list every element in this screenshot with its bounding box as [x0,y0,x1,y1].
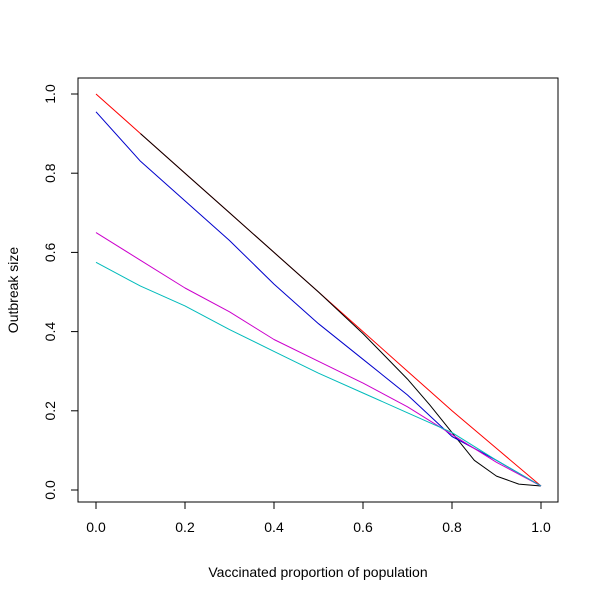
y-tick-label: 0.6 [42,242,58,262]
y-tick-label: 1.0 [42,84,58,104]
series-line [95,111,542,487]
x-axis-title: Vaccinated proportion of population [208,564,427,580]
x-tick-label: 0.6 [353,519,373,535]
y-tick-label: 0.4 [42,322,58,342]
y-axis: 0.0 0.2 0.4 0.6 0.8 1.0 [42,84,79,500]
y-tick-label: 0.8 [42,163,58,183]
series-line [140,133,542,487]
series-layer [95,93,542,487]
x-tick-label: 0.4 [264,519,284,535]
x-axis: 0.0 0.2 0.4 0.6 0.8 1.0 [86,501,551,535]
y-tick-label: 0.0 [42,480,58,500]
y-axis-title: Outbreak size [5,247,21,334]
y-tick-label: 0.2 [42,401,58,421]
x-tick-label: 0.2 [175,519,195,535]
x-tick-label: 1.0 [531,519,551,535]
x-tick-label: 0.8 [442,519,462,535]
series-line [95,232,542,487]
series-line [95,261,542,487]
x-tick-label: 0.0 [86,519,106,535]
